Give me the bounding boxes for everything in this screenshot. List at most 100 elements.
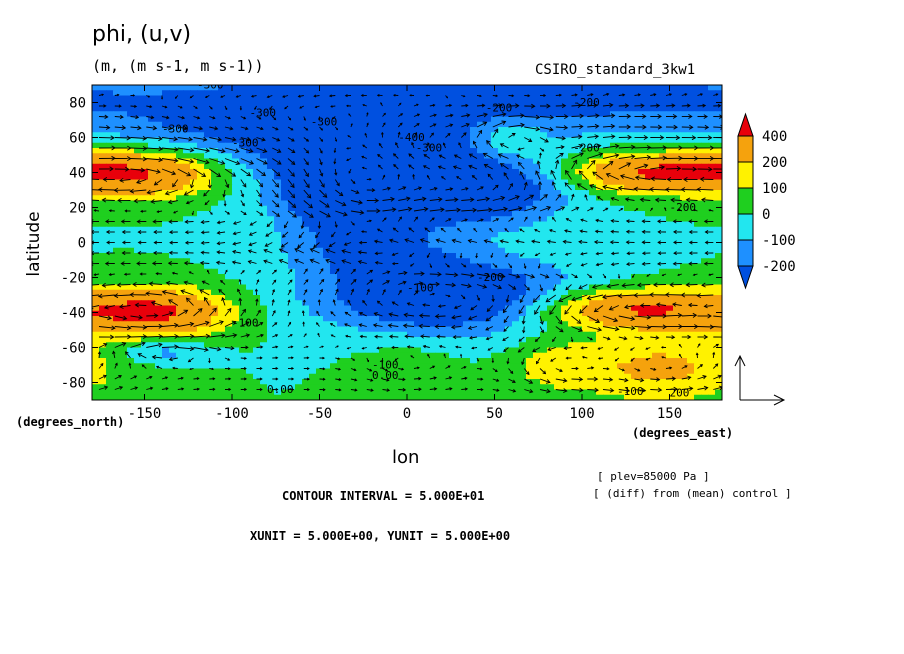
heatmap-cell <box>547 363 555 370</box>
heatmap-cell <box>673 279 681 286</box>
heatmap-cell <box>239 95 247 102</box>
heatmap-cell <box>372 121 380 128</box>
heatmap-cell <box>470 90 478 97</box>
heatmap-cell <box>99 295 107 301</box>
heatmap-cell <box>386 358 394 364</box>
heatmap-cell <box>393 211 401 217</box>
heatmap-cell <box>197 169 205 175</box>
heatmap-cell <box>155 174 163 181</box>
heatmap-cell <box>610 263 618 270</box>
heatmap-cell <box>127 305 135 312</box>
heatmap-cell <box>330 106 338 112</box>
heatmap-cell <box>211 205 219 212</box>
heatmap-cell <box>463 195 471 202</box>
heatmap-cell <box>554 368 562 375</box>
heatmap-cell <box>113 274 121 280</box>
heatmap-cell <box>316 373 324 380</box>
heatmap-cell <box>211 316 219 322</box>
heatmap-cell <box>659 310 667 317</box>
heatmap-cell <box>295 268 303 275</box>
heatmap-cell <box>575 289 583 296</box>
heatmap-cell <box>498 158 506 165</box>
heatmap-cell <box>274 95 282 102</box>
heatmap-cell <box>365 132 373 139</box>
heatmap-cell <box>701 221 709 228</box>
heatmap-cell <box>680 226 688 233</box>
heatmap-cell <box>624 169 632 175</box>
heatmap-cell <box>575 305 583 312</box>
heatmap-cell <box>323 226 331 233</box>
heatmap-cell <box>659 358 667 364</box>
heatmap-cell <box>449 205 457 212</box>
heatmap-cell <box>169 274 177 280</box>
heatmap-cell <box>659 169 667 175</box>
heatmap-cell <box>456 190 464 196</box>
heatmap-cell <box>169 347 177 354</box>
heatmap-cell <box>449 111 457 118</box>
heatmap-cell <box>386 142 394 149</box>
heatmap-cell <box>204 368 212 375</box>
heatmap-cell <box>344 263 352 270</box>
heatmap-cell <box>155 242 163 249</box>
heatmap-cell <box>624 142 632 149</box>
heatmap-cell <box>134 373 142 380</box>
heatmap-cell <box>617 200 625 207</box>
heatmap-cell <box>582 142 590 149</box>
heatmap-cell <box>568 247 576 254</box>
heatmap-cell <box>211 142 219 149</box>
heatmap-cell <box>232 190 240 196</box>
heatmap-cell <box>624 116 632 123</box>
heatmap-cell <box>631 326 639 333</box>
heatmap-cell <box>232 153 240 160</box>
heatmap-cell <box>337 300 345 307</box>
heatmap-cell <box>526 363 534 370</box>
heatmap-cell <box>617 132 625 139</box>
heatmap-cell <box>610 148 618 154</box>
heatmap-cell <box>428 148 436 154</box>
heatmap-cell <box>127 106 135 112</box>
heatmap-cell <box>659 148 667 154</box>
heatmap-cell <box>358 95 366 102</box>
heatmap-cell <box>533 310 541 317</box>
heatmap-cell <box>337 363 345 370</box>
heatmap-cell <box>190 368 198 375</box>
heatmap-cell <box>183 247 191 254</box>
heatmap-cell <box>617 226 625 233</box>
heatmap-cell <box>694 358 702 364</box>
heatmap-cell <box>701 326 709 333</box>
heatmap-cell <box>148 90 156 97</box>
heatmap-cell <box>113 163 121 170</box>
heatmap-cell <box>288 321 296 328</box>
heatmap-cell <box>540 179 548 186</box>
heatmap-cell <box>575 179 583 186</box>
heatmap-cell <box>365 211 373 217</box>
heatmap-cell <box>708 342 716 349</box>
heatmap-cell <box>680 100 688 107</box>
heatmap-cell <box>617 305 625 312</box>
heatmap-cell <box>372 95 380 102</box>
heatmap-cell <box>708 90 716 97</box>
heatmap-cell <box>253 237 261 244</box>
heatmap-cell <box>708 142 716 149</box>
heatmap-cell <box>589 300 597 307</box>
heatmap-cell <box>589 163 597 170</box>
heatmap-cell <box>253 268 261 275</box>
heatmap-cell <box>316 358 324 364</box>
heatmap-cell <box>127 121 135 128</box>
heatmap-cell <box>309 263 317 270</box>
heatmap-cell <box>554 216 562 223</box>
heatmap-cell <box>386 221 394 228</box>
heatmap-cell <box>183 326 191 333</box>
heatmap-cell <box>253 200 261 207</box>
heatmap-cell <box>246 305 254 312</box>
heatmap-cell <box>484 100 492 107</box>
heatmap-cell <box>99 326 107 333</box>
heatmap-cell <box>456 200 464 207</box>
heatmap-cell <box>701 205 709 212</box>
heatmap-cell <box>218 184 226 191</box>
heatmap-cell <box>673 368 681 375</box>
heatmap-cell <box>435 200 443 207</box>
heatmap-cell <box>547 289 555 296</box>
heatmap-cell <box>428 158 436 165</box>
heatmap-cell <box>470 221 478 228</box>
